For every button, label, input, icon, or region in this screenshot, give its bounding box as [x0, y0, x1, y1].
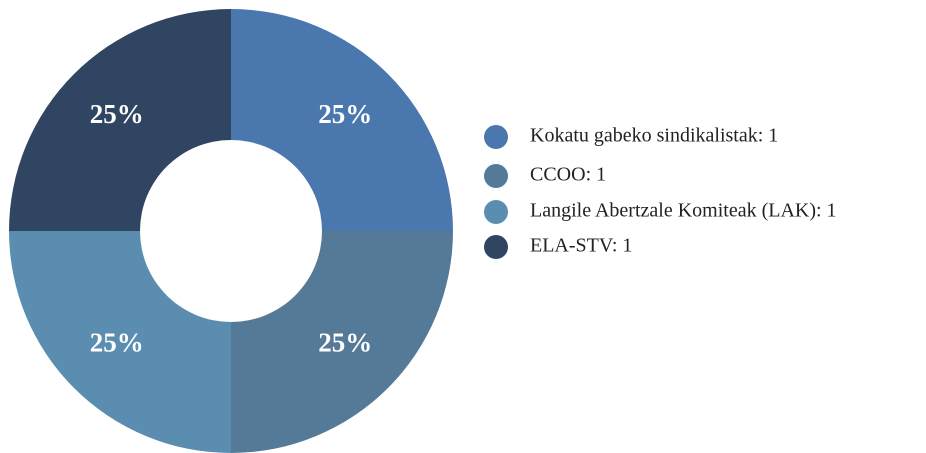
legend-marker [484, 164, 508, 188]
legend-marker [484, 125, 508, 149]
value-label: 25% [318, 327, 372, 357]
slice [9, 231, 231, 453]
slice [231, 231, 453, 453]
slice [231, 9, 453, 231]
legend-label: ELA-STV: 1 [530, 235, 632, 257]
legend-marker [484, 200, 508, 224]
slice [9, 9, 231, 231]
legend-label: CCOO: 1 [530, 164, 606, 186]
value-label: 25% [90, 327, 144, 357]
legend-label: Langile Abertzale Komiteak (LAK): 1 [530, 200, 837, 222]
value-label: 25% [90, 99, 144, 129]
legend-marker [484, 235, 508, 259]
legend-label: Kokatu gabeko sindikalistak: 1 [530, 125, 778, 147]
value-label: 25% [318, 99, 372, 129]
